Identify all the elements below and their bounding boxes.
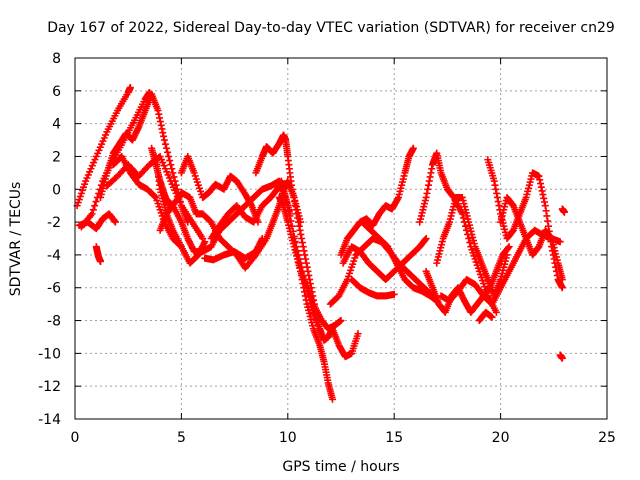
series-track-13 xyxy=(207,177,294,242)
data-point xyxy=(287,217,295,225)
data-point xyxy=(503,251,511,259)
data-point xyxy=(97,257,105,265)
data-point xyxy=(201,238,209,246)
x-tick-label: 25 xyxy=(598,430,616,446)
data-point xyxy=(177,243,185,251)
data-point xyxy=(558,284,566,292)
data-point xyxy=(170,173,178,181)
y-tick-label: -8 xyxy=(47,314,61,330)
data-point xyxy=(91,202,99,210)
data-point xyxy=(488,313,496,321)
y-tick-label: -14 xyxy=(38,412,61,428)
data-point xyxy=(458,210,466,218)
x-tick-label: 20 xyxy=(492,430,510,446)
y-tick-label: 6 xyxy=(52,84,61,100)
y-tick-label: 8 xyxy=(52,51,61,67)
data-point xyxy=(558,354,566,362)
data-point xyxy=(169,169,177,177)
series-track-18 xyxy=(337,144,417,259)
y-tick-label: -4 xyxy=(47,248,61,264)
series-track-29 xyxy=(558,205,568,216)
series-track-14 xyxy=(201,235,266,264)
axis-ticks: 0 5 10 15 20 25 -14 -12 -10 -8 -6 -4 -2 0 2 4 6 8 xyxy=(38,51,616,446)
series-track-15 xyxy=(252,131,322,325)
y-tick-label: -12 xyxy=(38,379,61,395)
data-point xyxy=(560,208,568,216)
series-track-25 xyxy=(433,193,511,300)
data-point xyxy=(165,152,173,160)
data-point xyxy=(390,290,398,298)
y-tick-label: 4 xyxy=(52,117,61,133)
y-tick-label: -10 xyxy=(38,346,61,362)
plot-frame xyxy=(74,57,608,420)
data-point xyxy=(558,276,566,284)
series-track-1 xyxy=(73,84,134,210)
series-track-6 xyxy=(103,152,207,242)
data-point xyxy=(354,330,362,338)
y-tick-label: -2 xyxy=(47,215,61,231)
series-track-30 xyxy=(556,351,566,362)
series-track-31 xyxy=(475,308,496,325)
data-point xyxy=(151,192,159,200)
data-point xyxy=(337,317,345,325)
data-point xyxy=(126,84,134,92)
series-track-12 xyxy=(177,152,262,226)
x-axis-label: GPS time / hours xyxy=(282,459,399,475)
x-tick-label: 15 xyxy=(385,430,403,446)
series-track-21 xyxy=(348,276,398,300)
data-point xyxy=(505,243,513,251)
data-point xyxy=(463,226,471,234)
x-tick-label: 5 xyxy=(177,430,186,446)
data-point xyxy=(461,222,469,230)
data-point xyxy=(328,395,336,403)
x-tick-label: 10 xyxy=(279,430,297,446)
series-track-20 xyxy=(339,235,430,284)
data-point xyxy=(459,214,467,222)
data-point xyxy=(164,148,172,156)
series-track-22 xyxy=(358,218,441,305)
y-axis-label: SDTVAR / TECUs xyxy=(8,182,24,297)
data-point xyxy=(258,235,266,242)
data-point xyxy=(422,235,430,242)
data-point xyxy=(111,218,119,226)
data-point xyxy=(161,140,169,148)
data-point xyxy=(92,198,100,206)
series-track-28 xyxy=(497,193,566,284)
data-point xyxy=(466,239,474,247)
series-track-4 xyxy=(92,243,105,265)
data-point xyxy=(465,235,473,242)
series-track-17 xyxy=(290,235,362,361)
data-point xyxy=(163,144,171,152)
y-tick-label: 2 xyxy=(52,149,61,165)
data-point xyxy=(89,206,97,214)
y-tick-label: -6 xyxy=(47,281,61,297)
data-point xyxy=(160,136,168,144)
data-point xyxy=(492,308,500,316)
data-point xyxy=(168,165,176,173)
chart-title: Day 167 of 2022, Sidereal Day-to-day VTE… xyxy=(47,20,615,36)
data-point xyxy=(88,210,96,218)
data-point xyxy=(166,157,174,165)
data-point xyxy=(167,161,175,169)
data-point xyxy=(409,144,417,152)
y-tick-label: 0 xyxy=(52,182,61,198)
data-points xyxy=(73,84,568,403)
data-point xyxy=(556,238,564,246)
series-track-3 xyxy=(75,210,119,233)
x-tick-label: 0 xyxy=(71,430,80,446)
